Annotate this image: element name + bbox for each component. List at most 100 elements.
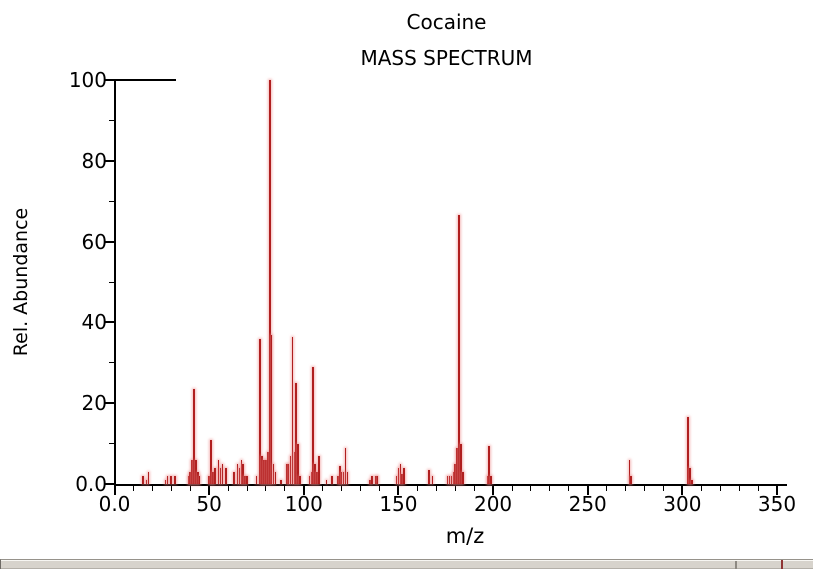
mass-peak	[196, 471, 199, 484]
mass-peak	[270, 334, 273, 484]
mass-peak	[628, 459, 631, 484]
mass-peak	[142, 475, 144, 484]
y-axis-tick-label: 40	[81, 310, 107, 335]
mass-peak	[314, 463, 316, 484]
mass-peak	[374, 475, 377, 484]
mass-peak	[238, 467, 241, 484]
x-axis-major-tick	[208, 486, 211, 495]
y-axis-minor-tick	[109, 362, 114, 364]
y-axis-major-tick	[105, 79, 114, 81]
mass-peak	[397, 467, 400, 484]
mass-peak	[295, 383, 297, 484]
x-axis-minor-tick	[530, 486, 532, 491]
x-axis-major-tick	[397, 486, 400, 495]
mass-peak	[195, 459, 197, 484]
mass-peak	[446, 475, 449, 484]
y-axis-label: Rel. Abundance	[10, 207, 32, 357]
mass-peak	[454, 463, 456, 484]
mass-peak	[225, 467, 227, 484]
mass-peak	[299, 475, 301, 484]
y-axis-tick-label: 0.0	[75, 472, 107, 496]
mass-peak	[427, 469, 430, 484]
mass-peak	[285, 463, 288, 484]
x-axis-tick-label: 100	[284, 492, 323, 516]
x-axis-minor-tick	[454, 486, 456, 491]
x-axis-major-tick	[492, 486, 495, 495]
x-axis-tick-label: 200	[473, 492, 513, 516]
mass-peak	[316, 471, 318, 484]
x-axis-minor-tick	[265, 486, 267, 491]
x-axis-label: m/z	[445, 524, 485, 548]
mass-peak	[399, 463, 402, 484]
y-axis-minor-tick	[109, 200, 114, 202]
mass-peak	[261, 455, 263, 484]
mass-peak	[337, 475, 339, 484]
mass-peak	[450, 475, 453, 484]
mass-peak	[458, 215, 460, 484]
mass-peak	[164, 479, 167, 484]
mass-peak	[340, 471, 343, 484]
mass-peak	[395, 475, 398, 484]
mass-peak	[456, 447, 458, 484]
mass-peak	[312, 366, 315, 484]
mass-peak	[265, 459, 267, 484]
x-axis-tick-label: 250	[568, 492, 607, 516]
mass-peak	[212, 471, 214, 484]
mass-peak	[488, 445, 491, 484]
x-axis-spine	[114, 484, 787, 486]
x-axis-tick-label: 300	[663, 492, 702, 516]
mass-peak	[208, 475, 210, 484]
x-axis-minor-tick	[132, 486, 134, 491]
mass-peak	[369, 479, 371, 484]
mass-peak	[240, 459, 243, 484]
mass-peak	[346, 471, 349, 484]
mass-peak	[297, 443, 299, 484]
x-axis-minor-tick	[435, 486, 437, 491]
mass-peak	[236, 463, 239, 484]
x-axis-major-tick	[776, 486, 778, 495]
x-axis-minor-tick	[738, 486, 740, 491]
mass-peak	[272, 463, 275, 484]
y-axis-minor-tick	[109, 443, 114, 445]
y-axis-tick-label: 80	[81, 148, 107, 173]
y-axis-major-tick	[105, 321, 114, 324]
mass-peak	[401, 473, 403, 484]
mass-peak	[242, 463, 244, 484]
horizontal-scrollbar[interactable]	[0, 559, 813, 569]
mass-peak	[246, 475, 248, 484]
x-axis-minor-tick	[189, 486, 191, 491]
y-axis-major-tick	[105, 483, 114, 485]
mass-peak	[460, 443, 462, 484]
mass-peak	[191, 459, 193, 484]
mass-peak	[221, 463, 224, 484]
y-axis-tick-label: 100	[68, 68, 107, 92]
mass-peak	[630, 475, 633, 484]
x-axis-minor-tick	[227, 486, 229, 491]
mass-peak	[189, 471, 191, 484]
x-axis-major-tick	[302, 486, 305, 495]
y-axis-top-tick	[116, 79, 176, 81]
mass-peak	[461, 471, 464, 484]
x-axis-minor-tick	[170, 486, 172, 491]
x-axis-minor-tick	[322, 486, 324, 491]
mass-peak	[259, 338, 262, 484]
mass-peak	[403, 467, 405, 484]
mass-peak	[291, 336, 294, 484]
mass-peak	[431, 475, 434, 484]
y-axis-tick-label: 20	[81, 391, 107, 416]
mass-peak	[280, 479, 282, 484]
mass-peak	[342, 471, 345, 484]
mass-peak	[193, 389, 195, 484]
mass-peak	[289, 455, 292, 484]
x-axis-minor-tick	[757, 486, 759, 491]
mass-peak	[232, 471, 235, 484]
x-axis-minor-tick	[341, 486, 343, 491]
x-axis-minor-tick	[360, 486, 362, 491]
mass-peak	[170, 475, 173, 484]
mass-peak	[308, 475, 311, 484]
x-axis-tick-label: 0.0	[98, 492, 131, 516]
mass-peak	[318, 455, 320, 484]
mass-peak	[331, 475, 333, 484]
y-axis-major-tick	[105, 402, 114, 405]
x-axis-minor-tick	[511, 486, 513, 491]
